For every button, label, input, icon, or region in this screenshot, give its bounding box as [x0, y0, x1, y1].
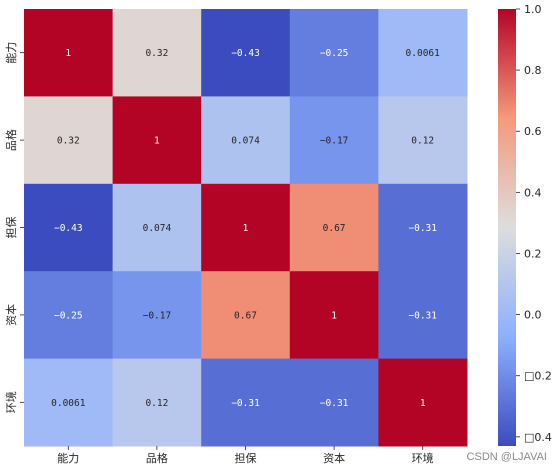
- y-tick-label-0: 能力: [4, 42, 18, 64]
- colorbar-tick-label-6: □0.2: [524, 370, 552, 383]
- heatmap-cell-label-2-1: 0.074: [143, 223, 172, 234]
- y-tick-label-4: 环境: [4, 391, 18, 413]
- heatmap-cell-4-4: [378, 358, 468, 447]
- heatmap-cell-label-2-4: −0.31: [408, 223, 437, 234]
- x-axis-ticks: 能力 品格 担保 资本 环境: [57, 446, 434, 465]
- heatmap-cell-label-4-2: −0.31: [231, 398, 260, 409]
- heatmap-cell-label-3-0: −0.25: [54, 310, 83, 321]
- colorbar-tick-label-5: 0.0: [524, 309, 542, 322]
- heatmap-cell-1-3: [289, 96, 379, 185]
- heatmap-cell-label-4-4: 1: [420, 398, 426, 409]
- x-tick-label-0: 能力: [57, 451, 79, 465]
- heatmap-cell-3-3: [289, 271, 379, 360]
- heatmap-cell-1-0: [24, 96, 114, 185]
- heatmap-cell-label-0-2: −0.43: [231, 48, 260, 59]
- heatmap-cell-2-0: [24, 183, 114, 272]
- heatmap-cell-label-4-3: −0.31: [320, 398, 349, 409]
- heatmap-cell-label-3-3: 1: [331, 310, 337, 321]
- heatmap-cell-label-2-0: −0.43: [54, 223, 83, 234]
- colorbar-tick-label-2: 0.6: [524, 125, 542, 138]
- heatmap-cell-4-1: [112, 358, 202, 447]
- heatmap-cell-3-0: [24, 271, 114, 360]
- heatmap-cell-label-3-2: 0.67: [234, 310, 257, 321]
- heatmap-cell-label-0-3: −0.25: [320, 48, 349, 59]
- heatmap-cell-label-2-2: 1: [243, 223, 249, 234]
- heatmap-cell-label-3-1: −0.17: [143, 310, 172, 321]
- heatmap-cell-label-4-0: 0.0061: [51, 398, 86, 409]
- heatmap-grid: 1 0.32 −0.43 −0.25 0.0061 0.32 1 0.074 −0.17 0.12…: [24, 9, 468, 447]
- colorbar-tick-label-1: 0.8: [524, 64, 542, 77]
- y-tick-label-1: 品格: [4, 129, 18, 151]
- colorbar-tick-label-4: 0.2: [524, 247, 542, 260]
- heatmap-cell-label-3-4: −0.31: [408, 310, 437, 321]
- heatmap-cell-1-2: [201, 96, 291, 185]
- heatmap-cell-1-1: [112, 96, 202, 185]
- heatmap-cell-label-1-3: −0.17: [320, 136, 349, 147]
- heatmap-cell-label-2-3: 0.67: [323, 223, 346, 234]
- heatmap-cell-2-1: [112, 183, 202, 272]
- heatmap-cell-2-3: [289, 183, 379, 272]
- y-tick-label-2: 担保: [4, 217, 18, 239]
- heatmap-cell-2-2: [201, 183, 291, 272]
- x-tick-label-2: 担保: [235, 451, 257, 465]
- heatmap-cell-3-4: [378, 271, 468, 360]
- heatmap-cell-0-0: [24, 9, 114, 97]
- colorbar-tick-label-0: 1.0: [524, 3, 542, 16]
- heatmap-cell-4-2: [201, 358, 291, 447]
- watermark-text: CSDN @LJAVAI: [466, 451, 547, 463]
- heatmap-cell-label-0-4: 0.0061: [406, 48, 441, 59]
- heatmap-cell-label-4-1: 0.12: [145, 398, 168, 409]
- heatmap-cell-label-1-4: 0.12: [411, 136, 434, 147]
- colorbar: 1.0 0.8 0.6 0.4 0.2 0.0 □0.2 □0.4: [498, 3, 552, 446]
- heatmap-cell-0-4: [378, 9, 468, 97]
- colorbar-tick-label-7: □0.4: [524, 431, 552, 444]
- heatmap-cell-4-0: [24, 358, 114, 447]
- x-tick-label-3: 资本: [323, 451, 345, 465]
- heatmap-cell-3-2: [201, 271, 291, 360]
- heatmap-cell-label-1-2: 0.074: [231, 136, 260, 147]
- colorbar-gradient: [498, 9, 516, 446]
- x-tick-label-4: 环境: [412, 451, 434, 465]
- colorbar-tick-label-3: 0.4: [524, 186, 542, 199]
- heatmap-cell-3-1: [112, 271, 202, 360]
- heatmap-cell-0-1: [112, 9, 202, 97]
- x-tick-label-1: 品格: [146, 451, 168, 465]
- heatmap-cell-1-4: [378, 96, 468, 185]
- heatmap-cell-label-0-1: 0.32: [145, 48, 168, 59]
- heatmap-cell-2-4: [378, 183, 468, 272]
- heatmap-cell-label-0-0: 1: [65, 48, 71, 59]
- heatmap-cell-label-1-0: 0.32: [57, 136, 80, 147]
- heatmap-cell-label-1-1: 1: [154, 136, 160, 147]
- heatmap-cell-0-3: [289, 9, 379, 97]
- y-tick-label-3: 资本: [4, 304, 18, 326]
- heatmap-cell-4-3: [289, 358, 379, 447]
- heatmap-cell-0-2: [201, 9, 291, 97]
